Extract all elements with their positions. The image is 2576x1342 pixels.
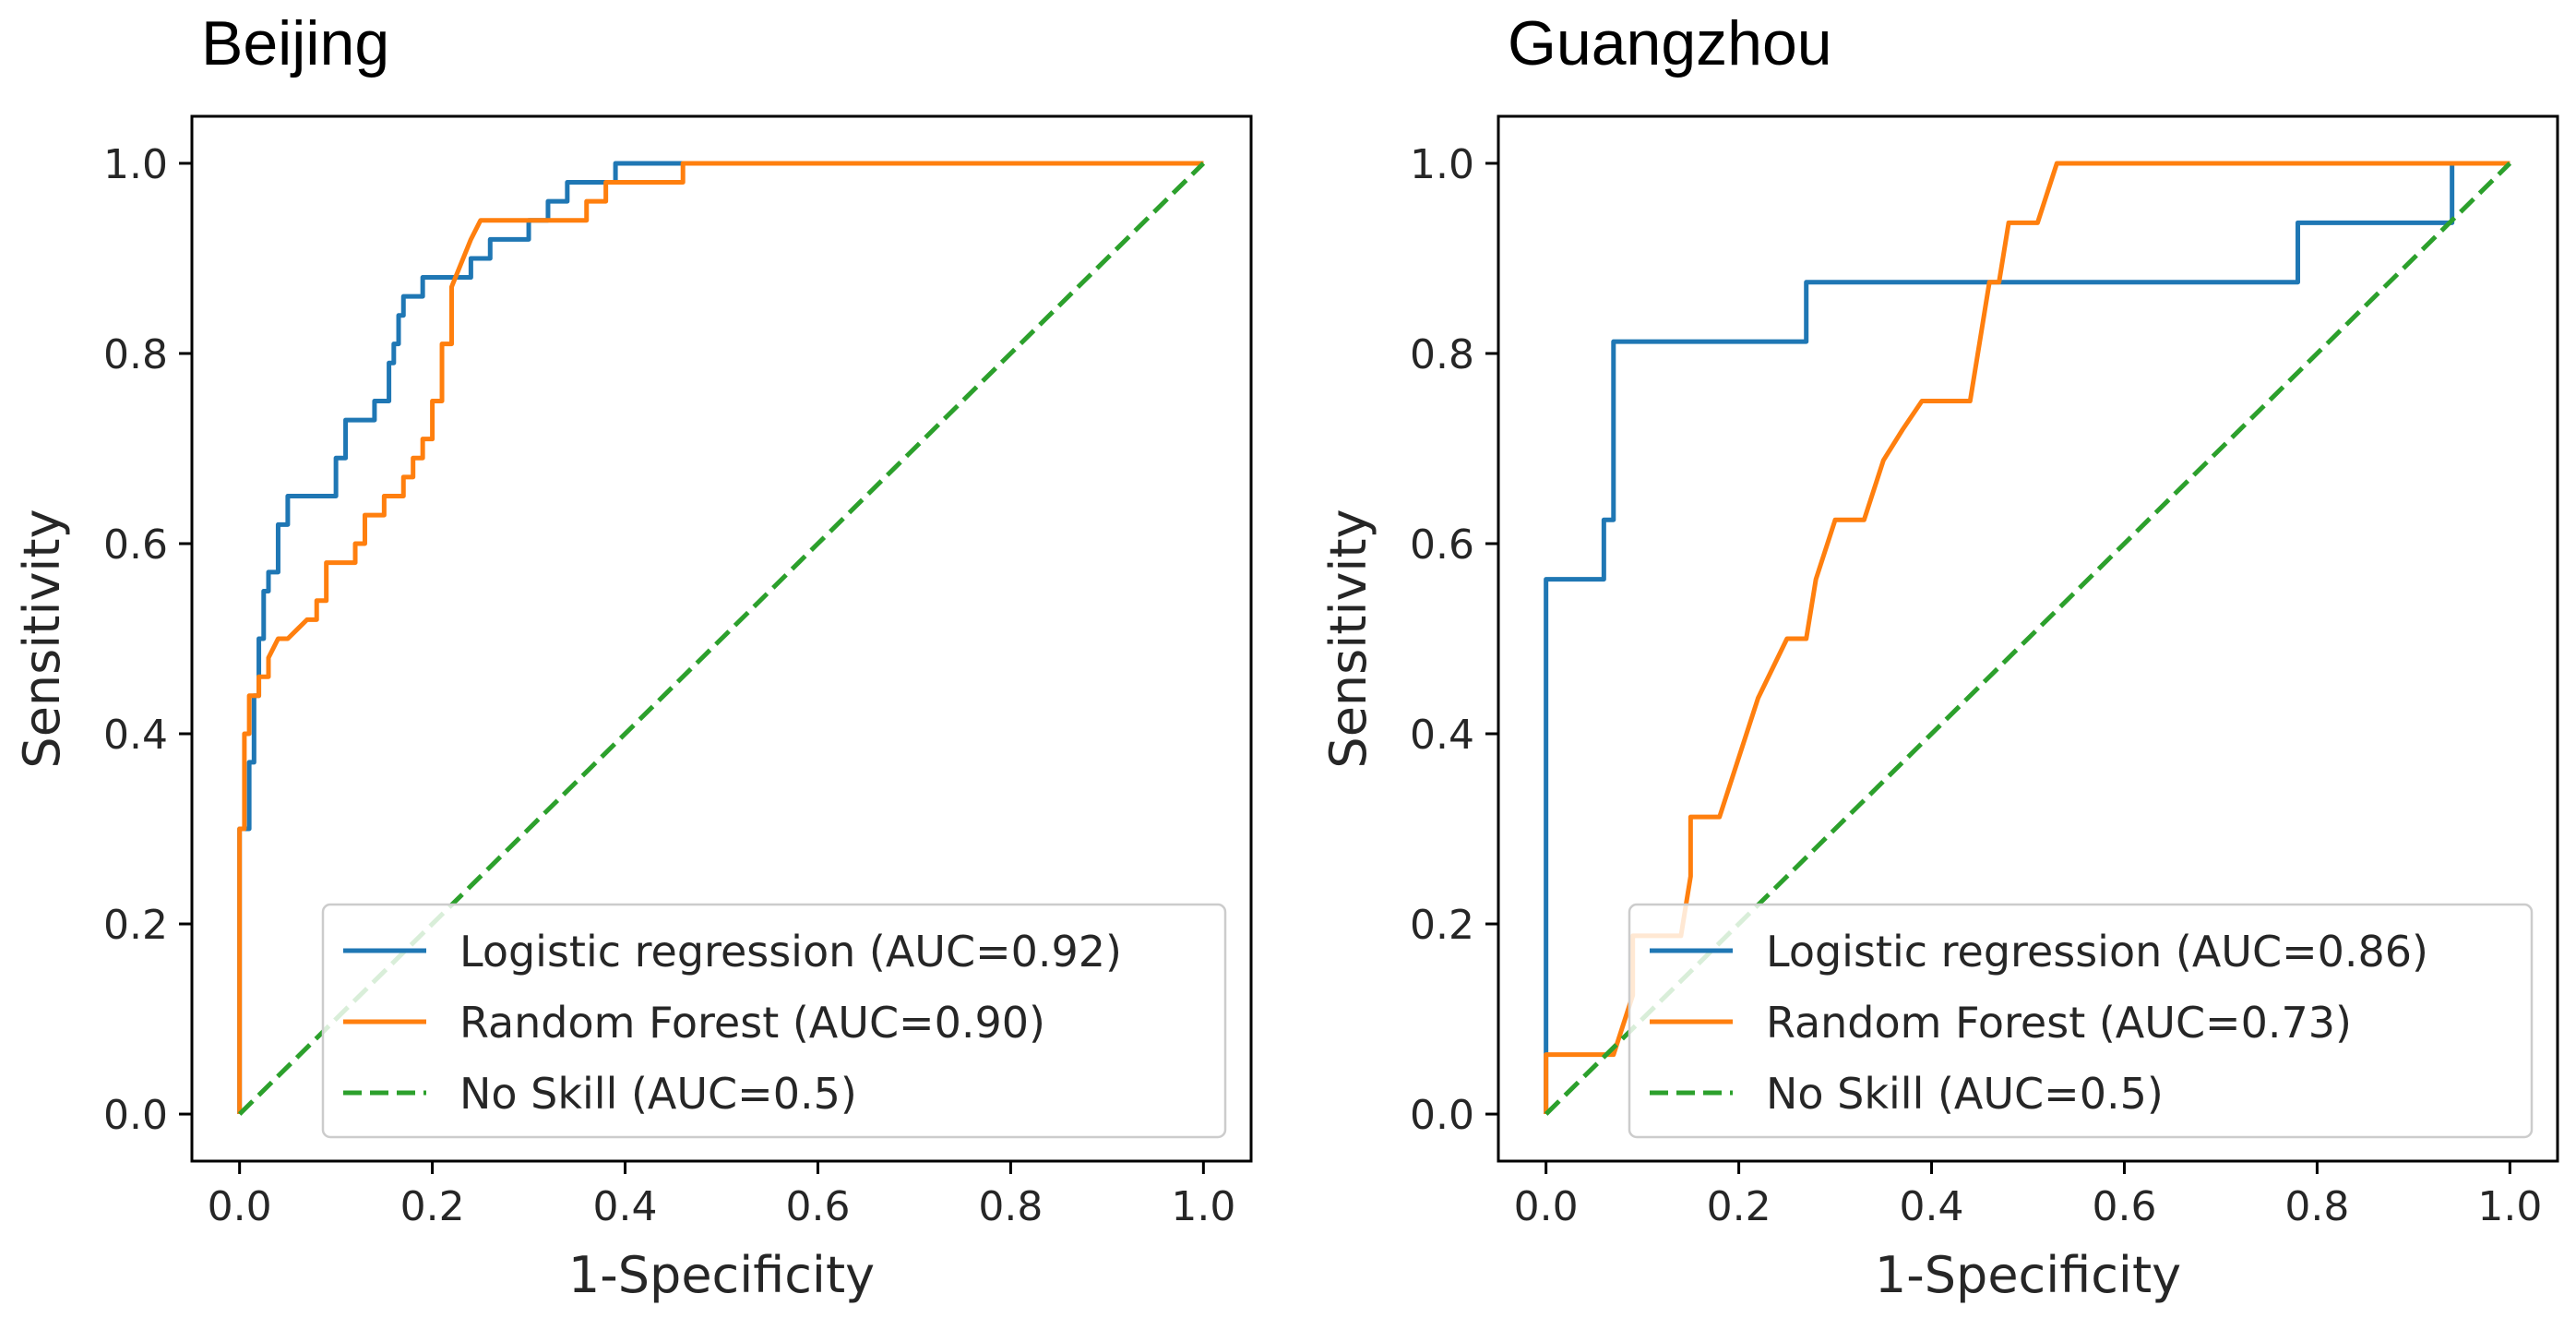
beijing-legend-box	[321, 903, 1227, 1139]
beijing-y-tick-label: 0.2	[103, 902, 168, 949]
beijing-panel: Beijing 0.0 0.2 0.4 0.6 0.8 1.0 0.0 0.2 0.4 0.6 0.8…	[13, 8, 1253, 1304]
guangzhou-y-tick-label: 0.0	[1410, 1092, 1474, 1139]
guangzhou-axes-frame	[1497, 114, 2559, 1163]
guangzhou-x-tick-label: 0.0	[1514, 1183, 1579, 1230]
guangzhou-y-tick-label: 0.4	[1410, 712, 1474, 759]
beijing-x-tick-label: 0.6	[785, 1183, 850, 1230]
guangzhou-x-tick-label: 1.0	[2477, 1183, 2542, 1230]
guangzhou-x-tick-label: 0.8	[2284, 1183, 2349, 1230]
beijing-x-tick-label: 1.0	[1171, 1183, 1235, 1230]
beijing-x-tick-label: 0.4	[593, 1183, 658, 1230]
guangzhou-legend-label: Logistic regression (AUC=0.86)	[1766, 927, 2428, 977]
beijing-random-forest-line	[237, 161, 1204, 1115]
beijing-axes-frame	[190, 114, 1253, 1163]
beijing-y-tick-label: 1.0	[103, 141, 168, 188]
guangzhou-x-tick-label: 0.2	[1707, 1183, 1771, 1230]
guangzhou-y-tick-label: 0.6	[1410, 521, 1474, 569]
guangzhou-y-tick-label: 0.2	[1410, 902, 1474, 949]
beijing-y-tick-label: 0.0	[103, 1092, 168, 1139]
beijing-legend-label: No Skill (AUC=0.5)	[459, 1069, 857, 1119]
guangzhou-legend: Logistic regression (AUC=0.86) Random For…	[1628, 903, 2534, 1139]
beijing-y-tick-label: 0.4	[103, 712, 168, 759]
beijing-legend-label: Random Forest (AUC=0.90)	[459, 998, 1045, 1048]
beijing-legend: Logistic regression (AUC=0.92) Random For…	[321, 903, 1227, 1139]
beijing-y-axis-label: Sensitivity	[13, 509, 71, 768]
guangzhou-panel: Guangzhou 0.0 0.2 0.4 0.6 0.8 1.0 0.0 0.2 0.4 0.6 0…	[1319, 8, 2559, 1304]
beijing-legend-label: Logistic regression (AUC=0.92)	[459, 927, 1122, 977]
guangzhou-y-axis-label: Sensitivity	[1319, 509, 1377, 768]
beijing-title: Beijing	[201, 8, 389, 78]
beijing-y-tick-label: 0.8	[103, 331, 168, 378]
guangzhou-y-tick-label: 1.0	[1410, 141, 1474, 188]
beijing-x-tick-label: 0.2	[400, 1183, 465, 1230]
guangzhou-x-tick-label: 0.4	[1900, 1183, 1964, 1230]
beijing-x-tick-label: 0.8	[978, 1183, 1043, 1230]
guangzhou-legend-label: No Skill (AUC=0.5)	[1766, 1069, 2164, 1119]
guangzhou-y-tick-label: 0.8	[1410, 331, 1474, 378]
beijing-x-axis-label: 1-Specificity	[568, 1246, 875, 1304]
guangzhou-x-tick-label: 0.6	[2092, 1183, 2156, 1230]
guangzhou-legend-box	[1628, 903, 2534, 1139]
guangzhou-title: Guangzhou	[1508, 8, 1832, 78]
beijing-x-tick-label: 0.0	[208, 1183, 272, 1230]
guangzhou-legend-label: Random Forest (AUC=0.73)	[1766, 998, 2352, 1048]
guangzhou-x-axis-label: 1-Specificity	[1875, 1246, 2181, 1304]
beijing-y-tick-label: 0.6	[103, 521, 168, 569]
